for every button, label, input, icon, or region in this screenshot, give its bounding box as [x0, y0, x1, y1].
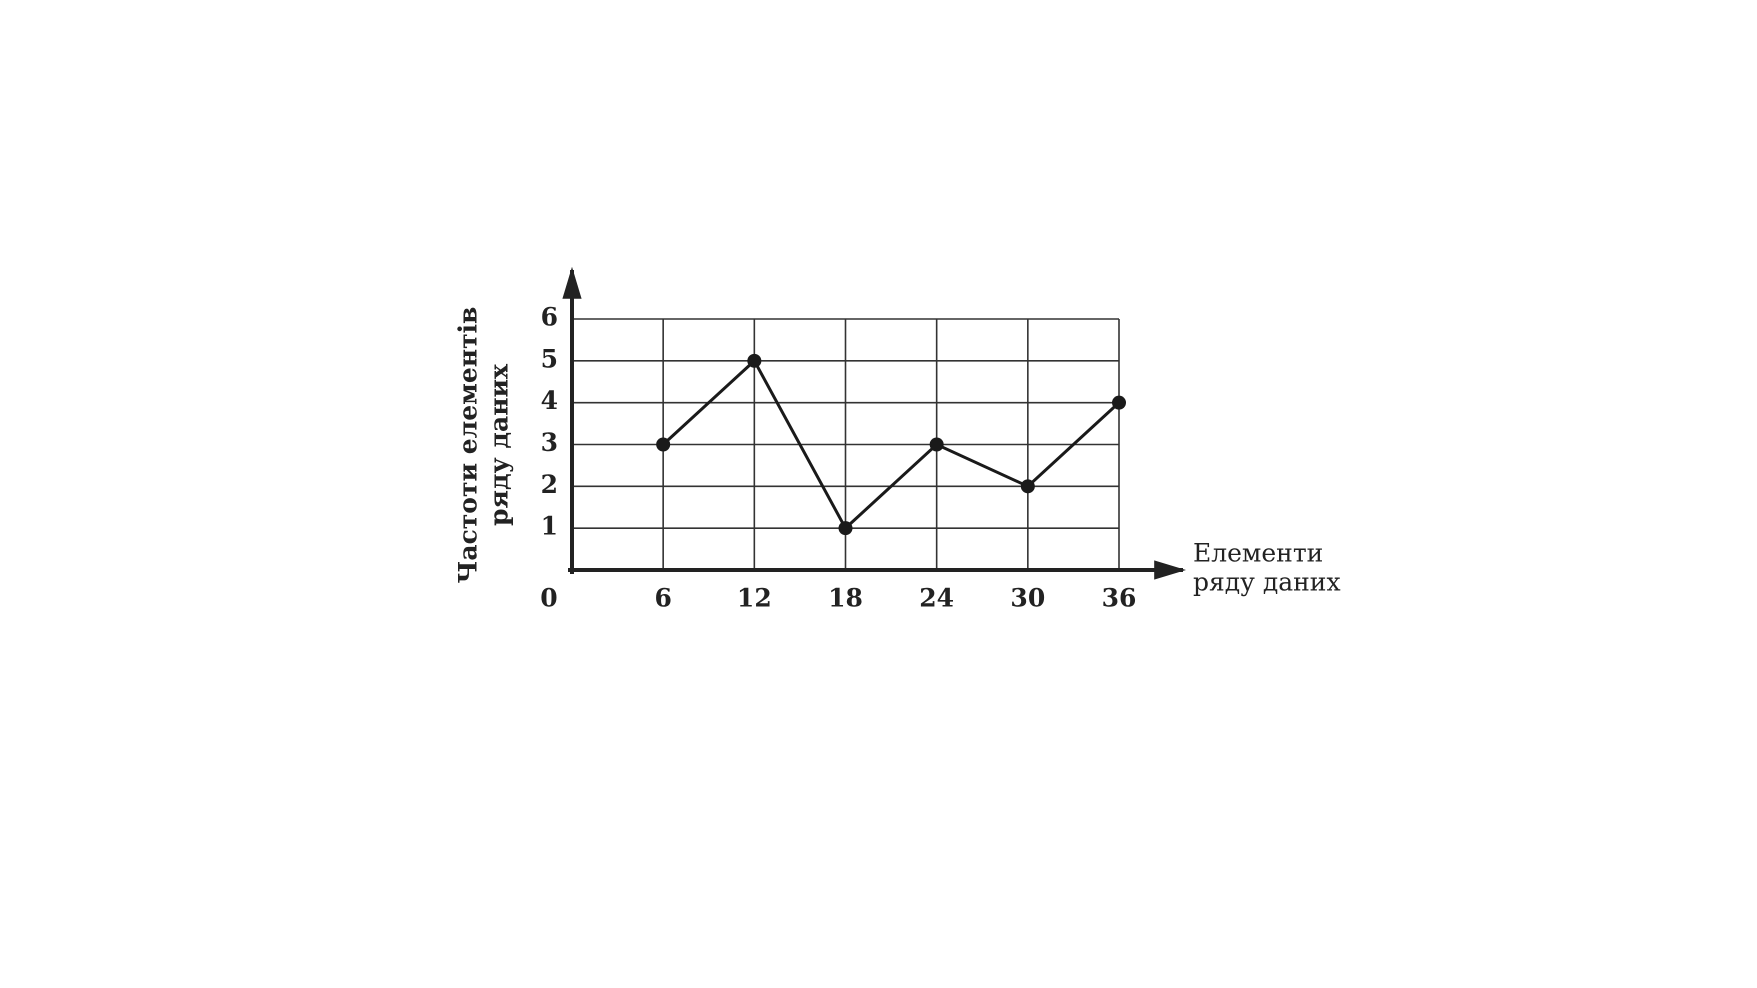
data-line — [662, 358, 1121, 531]
y-tick-label: 6 — [541, 303, 558, 332]
x-tick-label: 18 — [828, 584, 863, 613]
x-tick-label: 36 — [1102, 584, 1137, 613]
data-point — [838, 521, 853, 536]
x-tick-label: 12 — [737, 584, 772, 613]
data-point — [929, 437, 944, 452]
data-point — [1112, 395, 1126, 410]
y-axis-label: Частоти елементів ряду даних — [454, 307, 514, 584]
data-point — [1020, 479, 1035, 494]
y-axis-label-line: ряду даних — [485, 363, 514, 526]
x-tick-label: 6 — [654, 584, 671, 613]
y-tick-label: 4 — [541, 386, 558, 415]
x-axis-label: Елементи — [1193, 539, 1323, 568]
y-tick-label: 5 — [541, 344, 558, 373]
x-tick-label: 24 — [919, 584, 954, 613]
data-point — [747, 353, 762, 368]
y-axis-label-line: Частоти елементів — [454, 307, 483, 584]
y-tick-label: 2 — [541, 470, 558, 499]
y-tick-label: 1 — [541, 512, 558, 541]
x-axis-label: ряду даних — [1193, 568, 1341, 597]
x-tick-label: 30 — [1010, 584, 1045, 613]
x-tick-label: 0 — [540, 584, 557, 613]
y-tick-label: 3 — [541, 428, 558, 457]
data-point — [656, 437, 671, 452]
